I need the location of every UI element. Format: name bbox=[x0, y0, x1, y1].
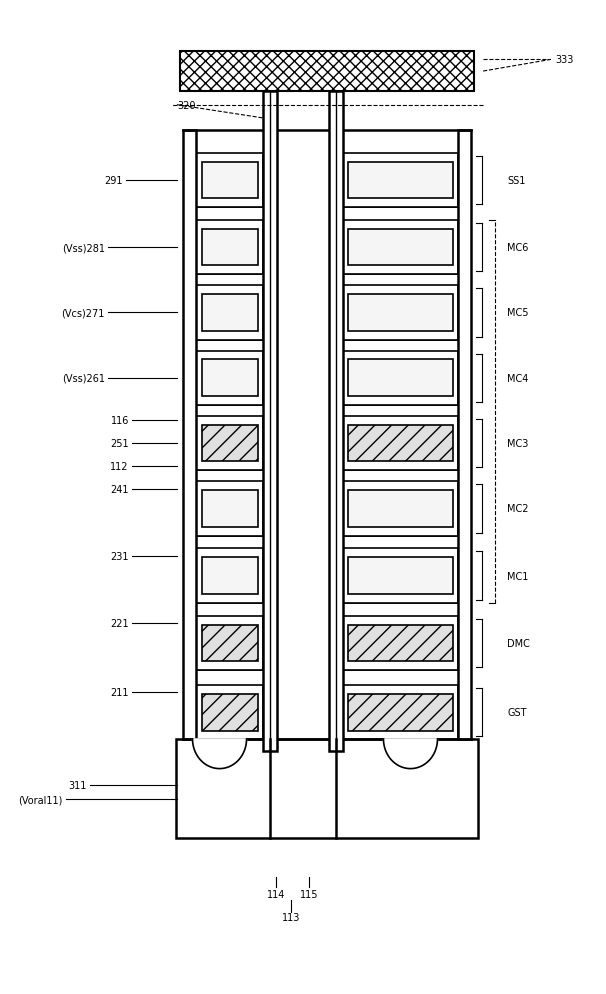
Text: 114: 114 bbox=[267, 890, 285, 900]
Bar bbox=[196, 616, 264, 671]
Bar bbox=[183, 131, 196, 740]
Text: MC5: MC5 bbox=[507, 308, 528, 318]
Text: MC2: MC2 bbox=[507, 504, 528, 514]
Bar bbox=[196, 221, 264, 275]
Bar bbox=[348, 162, 453, 199]
Bar bbox=[202, 230, 258, 266]
Text: (Vcs)271: (Vcs)271 bbox=[61, 308, 105, 318]
Text: 113: 113 bbox=[282, 912, 300, 922]
Bar bbox=[342, 153, 458, 208]
Bar bbox=[202, 625, 258, 662]
Text: 115: 115 bbox=[300, 890, 318, 900]
Text: (Voral11): (Voral11) bbox=[18, 794, 63, 804]
Text: MC6: MC6 bbox=[507, 243, 528, 252]
Text: (Vss)281: (Vss)281 bbox=[62, 243, 105, 252]
Bar bbox=[202, 295, 258, 331]
Text: 241: 241 bbox=[110, 484, 129, 494]
Bar bbox=[202, 360, 258, 397]
Bar bbox=[342, 221, 458, 275]
Bar bbox=[342, 351, 458, 406]
Text: 231: 231 bbox=[110, 552, 129, 562]
Text: MC1: MC1 bbox=[507, 572, 528, 581]
Text: MC3: MC3 bbox=[507, 438, 528, 448]
Text: (Vss)261: (Vss)261 bbox=[62, 374, 105, 384]
Bar bbox=[264, 91, 276, 751]
Bar bbox=[196, 351, 264, 406]
Text: DMC: DMC bbox=[507, 638, 530, 648]
Text: 311: 311 bbox=[68, 780, 87, 790]
Bar bbox=[196, 549, 264, 603]
Bar bbox=[202, 558, 258, 594]
Text: MC4: MC4 bbox=[507, 374, 528, 384]
Bar bbox=[176, 740, 478, 838]
Bar bbox=[202, 491, 258, 527]
Text: 320: 320 bbox=[177, 100, 195, 110]
Bar bbox=[348, 558, 453, 594]
Bar bbox=[202, 425, 258, 462]
Bar bbox=[348, 625, 453, 662]
Bar bbox=[348, 491, 453, 527]
Bar bbox=[342, 416, 458, 471]
Text: GST: GST bbox=[507, 708, 527, 718]
Text: 116: 116 bbox=[110, 415, 129, 425]
Bar bbox=[342, 482, 458, 536]
Text: 251: 251 bbox=[110, 438, 129, 448]
Bar bbox=[342, 549, 458, 603]
Bar bbox=[348, 295, 453, 331]
Polygon shape bbox=[384, 740, 438, 768]
Text: 291: 291 bbox=[104, 176, 123, 186]
Text: 211: 211 bbox=[110, 688, 129, 698]
Bar bbox=[202, 162, 258, 199]
Bar bbox=[348, 425, 453, 462]
Bar bbox=[330, 91, 342, 751]
Bar bbox=[342, 616, 458, 671]
Bar bbox=[180, 53, 474, 91]
Text: SS1: SS1 bbox=[507, 176, 525, 186]
Bar bbox=[348, 694, 453, 731]
Text: 112: 112 bbox=[110, 461, 129, 471]
Polygon shape bbox=[193, 740, 247, 768]
Bar bbox=[342, 286, 458, 340]
Bar bbox=[458, 131, 471, 740]
Bar bbox=[342, 685, 458, 740]
Bar bbox=[196, 416, 264, 471]
Bar bbox=[196, 153, 264, 208]
Text: 333: 333 bbox=[555, 55, 573, 65]
Bar bbox=[348, 230, 453, 266]
Bar bbox=[196, 286, 264, 340]
Bar bbox=[196, 685, 264, 740]
Bar bbox=[202, 694, 258, 731]
Bar bbox=[196, 482, 264, 536]
Text: 221: 221 bbox=[110, 618, 129, 628]
Bar bbox=[348, 360, 453, 397]
